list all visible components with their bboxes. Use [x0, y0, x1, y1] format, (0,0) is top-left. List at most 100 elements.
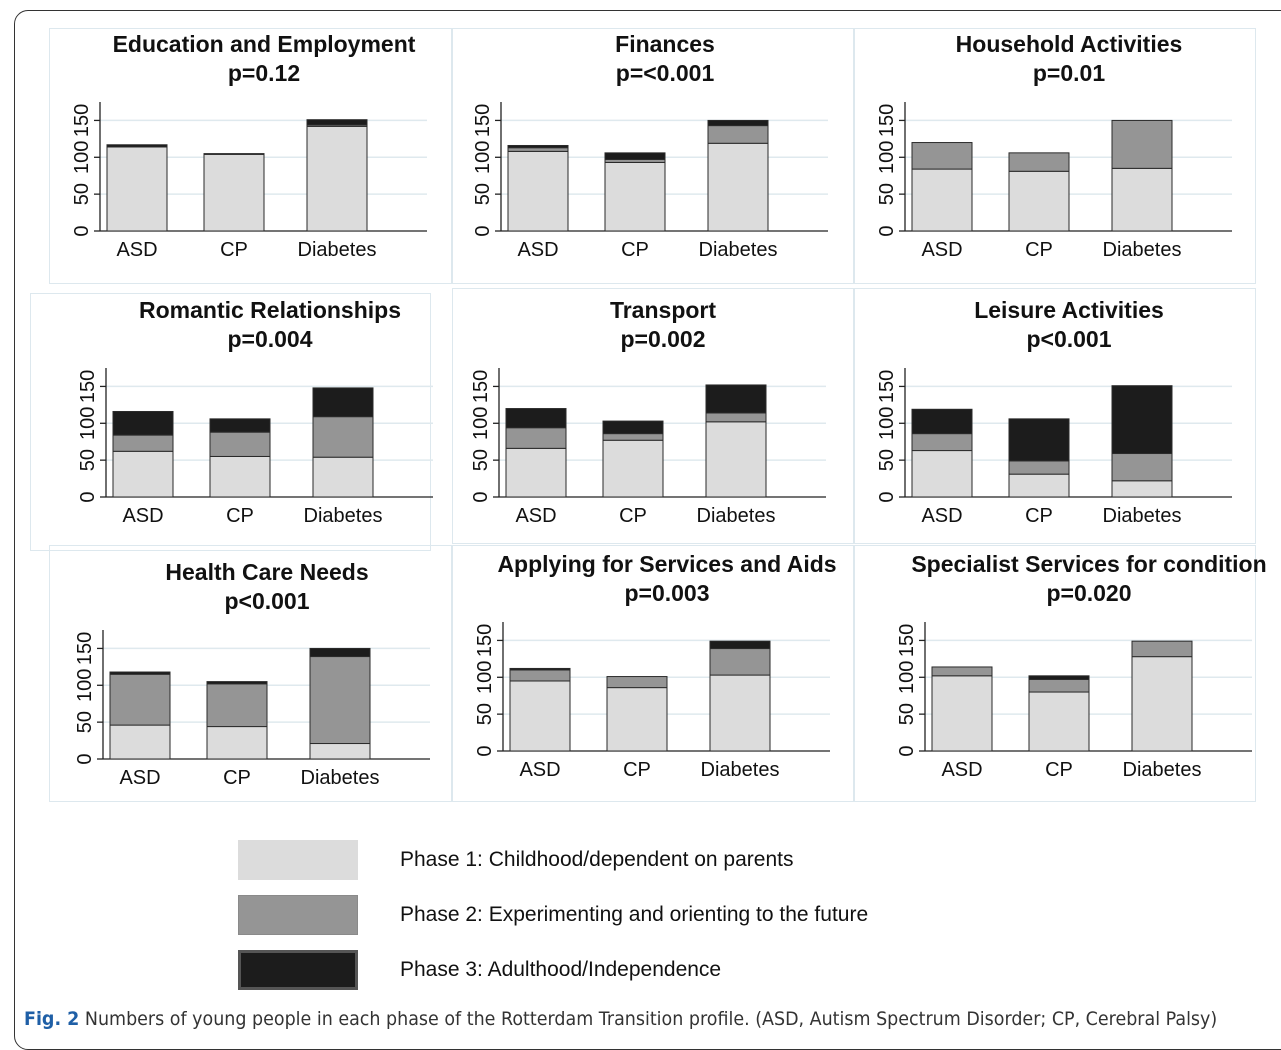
chart-panel: Finances p=<0.001 0 50 100 150 ASD CP Diabetes	[465, 30, 865, 285]
panel-box	[854, 288, 1256, 544]
bar-segment	[509, 669, 571, 682]
bar-segment	[209, 455, 271, 498]
bar-segment	[911, 433, 973, 452]
bar-segment	[1028, 678, 1090, 693]
bar-segment	[709, 648, 771, 676]
x-tick-label: CP	[220, 239, 248, 261]
bar-segment	[112, 450, 174, 498]
bar-segment	[606, 676, 668, 689]
bar-segment	[507, 147, 569, 152]
y-tick-label: 50	[470, 449, 492, 471]
x-tick-label: Diabetes	[1103, 239, 1182, 261]
legend-item: Phase 3: Adulthood/Independence	[238, 950, 938, 994]
bar-segment	[306, 125, 368, 232]
caption-text: Numbers of young people in each phase of…	[79, 1008, 1218, 1030]
x-tick-label: Diabetes	[701, 759, 780, 781]
chart-panel: Leisure Activities p<0.001 0 50 100 150 ASD CP…	[869, 296, 1269, 551]
y-tick-label: 100	[74, 669, 96, 702]
bar-segment	[705, 384, 767, 414]
bar-segment	[306, 119, 368, 126]
x-tick-label: Diabetes	[298, 239, 377, 261]
panel-box	[452, 545, 854, 802]
figure-caption: Fig. 2 Numbers of young people in each p…	[24, 1008, 1217, 1030]
bar-segment	[705, 421, 767, 498]
bar-segment	[209, 418, 271, 433]
panel-title: Education and Employment p=0.12	[112, 31, 416, 86]
x-tick-label: ASD	[519, 759, 560, 781]
chart-panel: Applying for Services and Aids p=0.003 0 5…	[467, 550, 867, 805]
plot-area: 0 50 100 150 ASD CP Diabetes	[472, 102, 828, 261]
x-tick-label: ASD	[921, 239, 962, 261]
y-tick-label: 100	[77, 407, 99, 440]
bar-segment	[309, 656, 371, 745]
bar-segment	[1111, 453, 1173, 482]
legend-item: Phase 2: Experimenting and orienting to …	[238, 895, 938, 939]
panel-title: Transport p=0.002	[609, 297, 717, 352]
x-tick-label: Diabetes	[1123, 759, 1202, 781]
legend-label: Phase 3: Adulthood/Independence	[400, 958, 722, 981]
x-tick-label: Diabetes	[304, 505, 383, 527]
y-tick-label: 0	[876, 225, 898, 236]
bar-segment	[509, 680, 571, 752]
bar-segment	[1111, 480, 1173, 498]
y-tick-label: 150	[474, 624, 496, 657]
legend-label: Phase 1: Childhood/dependent on parents	[400, 848, 794, 871]
bar-segment	[312, 456, 374, 498]
y-tick-label: 150	[896, 624, 918, 657]
y-tick-label: 100	[896, 661, 918, 694]
bar-segment	[911, 450, 973, 498]
legend-label: Phase 2: Experimenting and orienting to …	[400, 903, 869, 926]
panel-box	[49, 545, 452, 802]
bar-segment	[1111, 385, 1173, 455]
bar-segment	[1008, 460, 1070, 475]
chart-panel: Romantic Relationships p=0.004 0 50 100 150 A…	[70, 296, 470, 551]
panel-title: Romantic Relationships p=0.004	[139, 297, 401, 352]
x-tick-label: ASD	[941, 759, 982, 781]
panel-title: Leisure Activities p<0.001	[974, 297, 1164, 352]
bar-segment	[206, 683, 268, 728]
y-tick-label: 100	[470, 407, 492, 440]
bar-segment	[1111, 167, 1173, 232]
y-tick-label: 100	[474, 661, 496, 694]
bar-segment	[1028, 675, 1090, 680]
chart-panel: Household Activities p=0.01 0 50 100 150 ASD C…	[869, 30, 1269, 285]
bar-segment	[206, 681, 268, 685]
x-tick-label: ASD	[116, 239, 157, 261]
y-tick-label: 100	[876, 141, 898, 174]
bar-segment	[709, 640, 771, 650]
caption-label: Fig. 2	[24, 1008, 80, 1030]
bar-segment	[1131, 656, 1193, 752]
y-tick-label: 0	[876, 491, 898, 502]
y-tick-label: 150	[470, 370, 492, 403]
x-tick-label: Diabetes	[301, 767, 380, 789]
x-tick-label: ASD	[517, 239, 558, 261]
panel-title: Finances p=<0.001	[615, 31, 715, 86]
legend-swatch	[238, 840, 358, 880]
bar-segment	[911, 408, 973, 435]
x-tick-label: CP	[621, 239, 649, 261]
y-tick-label: 50	[71, 183, 93, 205]
bar-segment	[1008, 418, 1070, 462]
chart-panel: Education and Employment p=0.12 0 50 100 150…	[64, 30, 464, 285]
y-tick-label: 150	[876, 104, 898, 137]
legend-swatch	[238, 950, 358, 990]
bar-segment	[931, 675, 993, 752]
legend-swatch	[238, 895, 358, 935]
panel-box	[854, 545, 1256, 802]
y-tick-label: 50	[472, 183, 494, 205]
bar-segment	[1111, 119, 1173, 169]
panel-box	[49, 28, 452, 284]
legend-item: Phase 1: Childhood/dependent on parents	[238, 840, 938, 884]
bar-segment	[109, 673, 171, 726]
panel-box	[30, 293, 431, 551]
bar-segment	[604, 152, 666, 160]
bar-segment	[709, 674, 771, 752]
bar-segment	[604, 161, 666, 232]
plot-area: 0 50 100 150 ASD CP Diabetes	[470, 368, 826, 527]
plot-area: 0 50 100 150 ASD CP Diabetes	[77, 368, 433, 527]
bar-segment	[312, 416, 374, 458]
y-tick-label: 0	[474, 745, 496, 756]
bar-segment	[106, 144, 168, 148]
x-tick-label: CP	[623, 759, 651, 781]
panel-title: Household Activities p=0.01	[955, 31, 1183, 86]
